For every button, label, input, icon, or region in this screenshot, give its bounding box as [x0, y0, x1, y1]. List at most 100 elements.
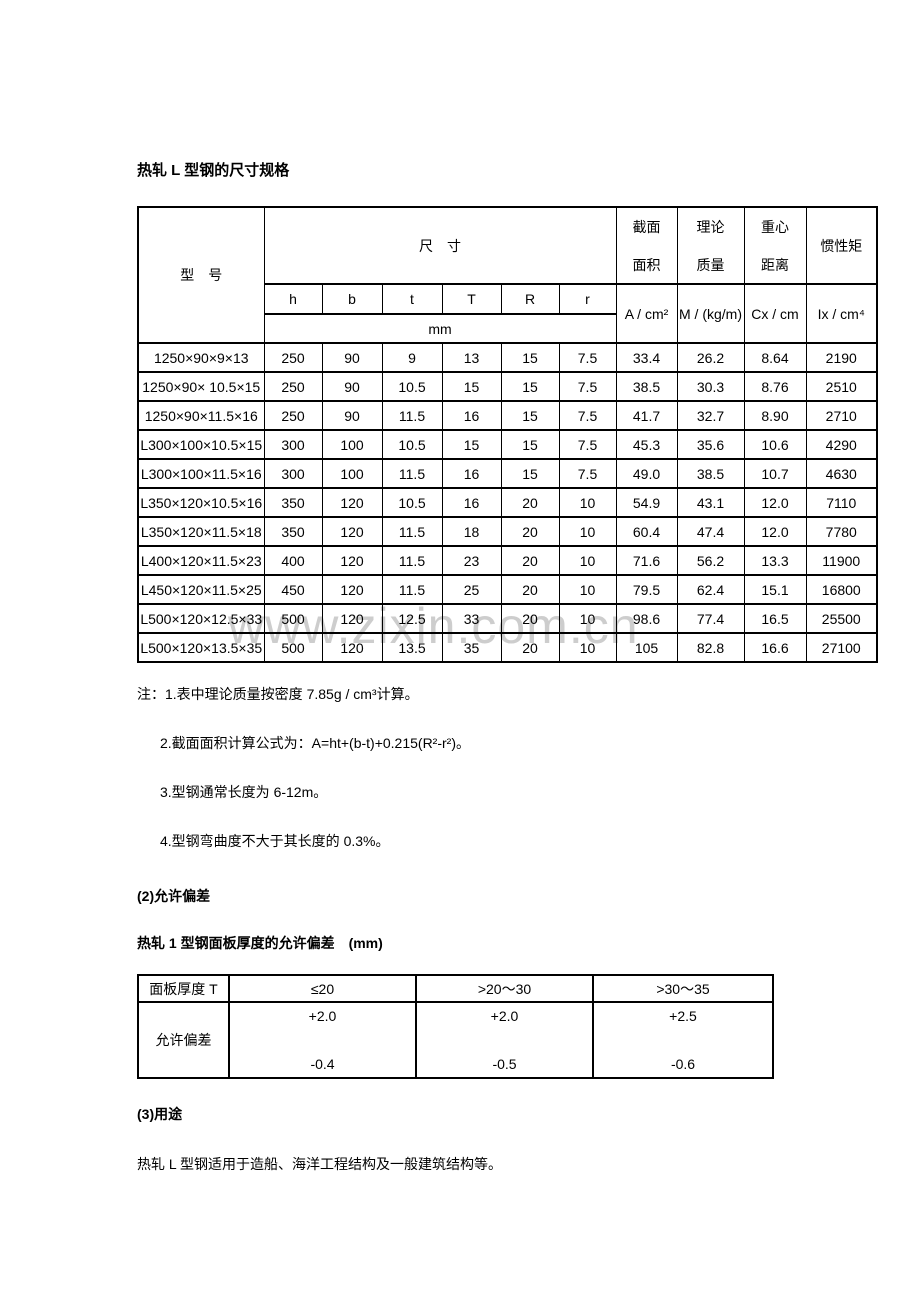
- table-cell: 1250×90×11.5×16: [137, 400, 265, 431]
- table-row: L450×120×11.5×25 450 120 11.5 25 20 10 79.5 62.4…: [137, 574, 878, 605]
- table-cell: 12.0: [743, 516, 807, 547]
- table-cell: 16: [441, 458, 502, 489]
- table-cell: 4290: [805, 429, 878, 460]
- table-cell: 10.5: [381, 487, 443, 518]
- page-title: 热轧 L 型钢的尺寸规格: [137, 162, 290, 179]
- table-cell: 120: [321, 516, 383, 547]
- table-cell: 11.5: [381, 400, 443, 431]
- table-cell: 450: [263, 574, 323, 605]
- thickness-header: 面板厚度 T: [137, 974, 230, 1003]
- table-cell: 16: [441, 487, 502, 518]
- table-cell: 10: [558, 516, 617, 547]
- area-unit: A / cm²: [615, 283, 678, 344]
- deviation-cell-2: +2.0 -0.5: [415, 1001, 594, 1079]
- table-cell: 1250×90× 10.5×15: [137, 371, 265, 402]
- inertia-unit: Ix / cm⁴: [805, 283, 878, 344]
- table-cell: 300: [263, 429, 323, 460]
- table-cell: 82.8: [676, 632, 745, 663]
- table-cell: 120: [321, 603, 383, 634]
- table-cell: 4630: [805, 458, 878, 489]
- table-cell: 18: [441, 516, 502, 547]
- table-row: L500×120×13.5×35 500 120 13.5 35 20 10 105 82.8 1…: [137, 632, 878, 663]
- table-cell: 11.5: [381, 574, 443, 605]
- minus-value: -0.4: [310, 1056, 335, 1072]
- table-cell: 500: [263, 632, 323, 663]
- table-cell: 90: [321, 400, 383, 431]
- table-cell: 20: [500, 603, 560, 634]
- centroid-unit: Cx / cm: [743, 283, 807, 344]
- mass-header: 理论 质量: [676, 206, 745, 285]
- model-column-header: 型 号: [137, 206, 265, 344]
- table-row: L400×120×11.5×23 400 120 11.5 23 20 10 71.6 56.2…: [137, 545, 878, 576]
- table-cell: 15: [500, 342, 560, 373]
- table-cell: 16.5: [743, 603, 807, 634]
- table-header-row: 型 号 尺 寸 截面 面积 理论 质量 重心: [137, 206, 878, 344]
- table-cell: L500×120×13.5×35: [137, 632, 265, 663]
- table-unit-row: mm: [138, 313, 877, 344]
- table-cell: 13: [441, 342, 502, 373]
- table-cell: 120: [321, 545, 383, 576]
- table-cell: 27100: [805, 632, 878, 663]
- plus-value: +2.5: [669, 1008, 697, 1024]
- table-cell: 62.4: [676, 574, 745, 605]
- table-cell: 26.2: [676, 342, 745, 373]
- table-cell: 12.0: [743, 487, 807, 518]
- deviation-cell-1: +2.0 -0.4: [228, 1001, 417, 1079]
- table-row: 允许偏差 +2.0 -0.4 +2.0 -0.5 +2.5: [137, 1001, 774, 1079]
- table-cell: 35: [441, 632, 502, 663]
- table-cell: 11900: [805, 545, 878, 576]
- table-cell: 16.6: [743, 632, 807, 663]
- mass-header-line2: 质量: [696, 256, 725, 273]
- table-cell: 79.5: [615, 574, 678, 605]
- minus-value: -0.5: [492, 1056, 517, 1072]
- table-cell: 250: [263, 342, 323, 373]
- table-cell: 10.6: [743, 429, 807, 460]
- table-row: L350×120×11.5×18 350 120 11.5 18 20 10 60.4 47.4…: [137, 516, 878, 547]
- dim-col-h: h: [263, 283, 323, 315]
- table-cell: 10: [558, 603, 617, 634]
- dim-col-b: b: [321, 283, 383, 315]
- table-cell: 20: [500, 487, 560, 518]
- table-cell: 15: [500, 371, 560, 402]
- area-header-line1: 截面: [632, 218, 661, 235]
- mass-unit: M / (kg/m): [676, 283, 745, 344]
- table-cell: 7.5: [558, 342, 617, 373]
- table-cell: 41.7: [615, 400, 678, 431]
- note-line: 注：1.表中理论质量按密度 7.85g / cm³计算。: [137, 686, 419, 702]
- table-cell: 1250×90×9×13: [137, 342, 265, 373]
- deviation-cell-3: +2.5 -0.6: [592, 1001, 774, 1079]
- table-cell: 43.1: [676, 487, 745, 518]
- table-cell: 10: [558, 545, 617, 576]
- dim-col-t: t: [381, 283, 443, 315]
- table-cell: 11.5: [381, 516, 443, 547]
- table-cell: 2710: [805, 400, 878, 431]
- table-cell: 350: [263, 516, 323, 547]
- centroid-header-line2: 距离: [761, 256, 789, 273]
- note-line: 2.截面面积计算公式为：A=ht+(b-t)+0.215(R²-r²)。: [160, 735, 470, 751]
- table-cell: 12.5: [381, 603, 443, 634]
- table-cell: 23: [441, 545, 502, 576]
- table-cell: 100: [321, 429, 383, 460]
- centroid-header-line1: 重心: [761, 218, 789, 235]
- table-cell: 400: [263, 545, 323, 576]
- deviation-table-title: 热轧 1 型钢面板厚度的允许偏差 (mm): [137, 935, 383, 951]
- table-cell: 20: [500, 574, 560, 605]
- table-cell: 120: [321, 632, 383, 663]
- mm-unit-cell: mm: [263, 313, 617, 344]
- centroid-header: 重心 距离: [743, 206, 807, 285]
- table-cell: 20: [500, 632, 560, 663]
- table-cell: 20: [500, 545, 560, 576]
- table-cell: 7.5: [558, 371, 617, 402]
- table-cell: 38.5: [615, 371, 678, 402]
- table-cell: 11.5: [381, 545, 443, 576]
- table-cell: 500: [263, 603, 323, 634]
- table-cell: 10: [558, 632, 617, 663]
- document-page: 热轧 L 型钢的尺寸规格 型 号 尺 寸 截面 面积 理论: [137, 162, 878, 1172]
- table-cell: 8.90: [743, 400, 807, 431]
- size-column-header: 尺 寸: [263, 206, 617, 285]
- table-subheader-row: h b t T R r A / cm² M / (kg/m) Cx / cm I…: [138, 283, 878, 344]
- table-cell: 56.2: [676, 545, 745, 576]
- table-cell: 13.3: [743, 545, 807, 576]
- table-row: L500×120×12.5×33 500 120 12.5 33 20 10 98.6 77.4…: [137, 603, 878, 634]
- table-row: L350×120×10.5×16 350 120 10.5 16 20 10 54.9 43.1…: [137, 487, 878, 518]
